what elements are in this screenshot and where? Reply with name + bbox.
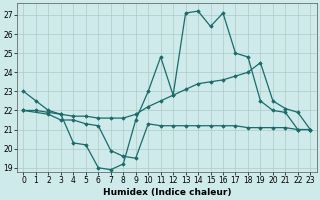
X-axis label: Humidex (Indice chaleur): Humidex (Indice chaleur) (103, 188, 231, 197)
